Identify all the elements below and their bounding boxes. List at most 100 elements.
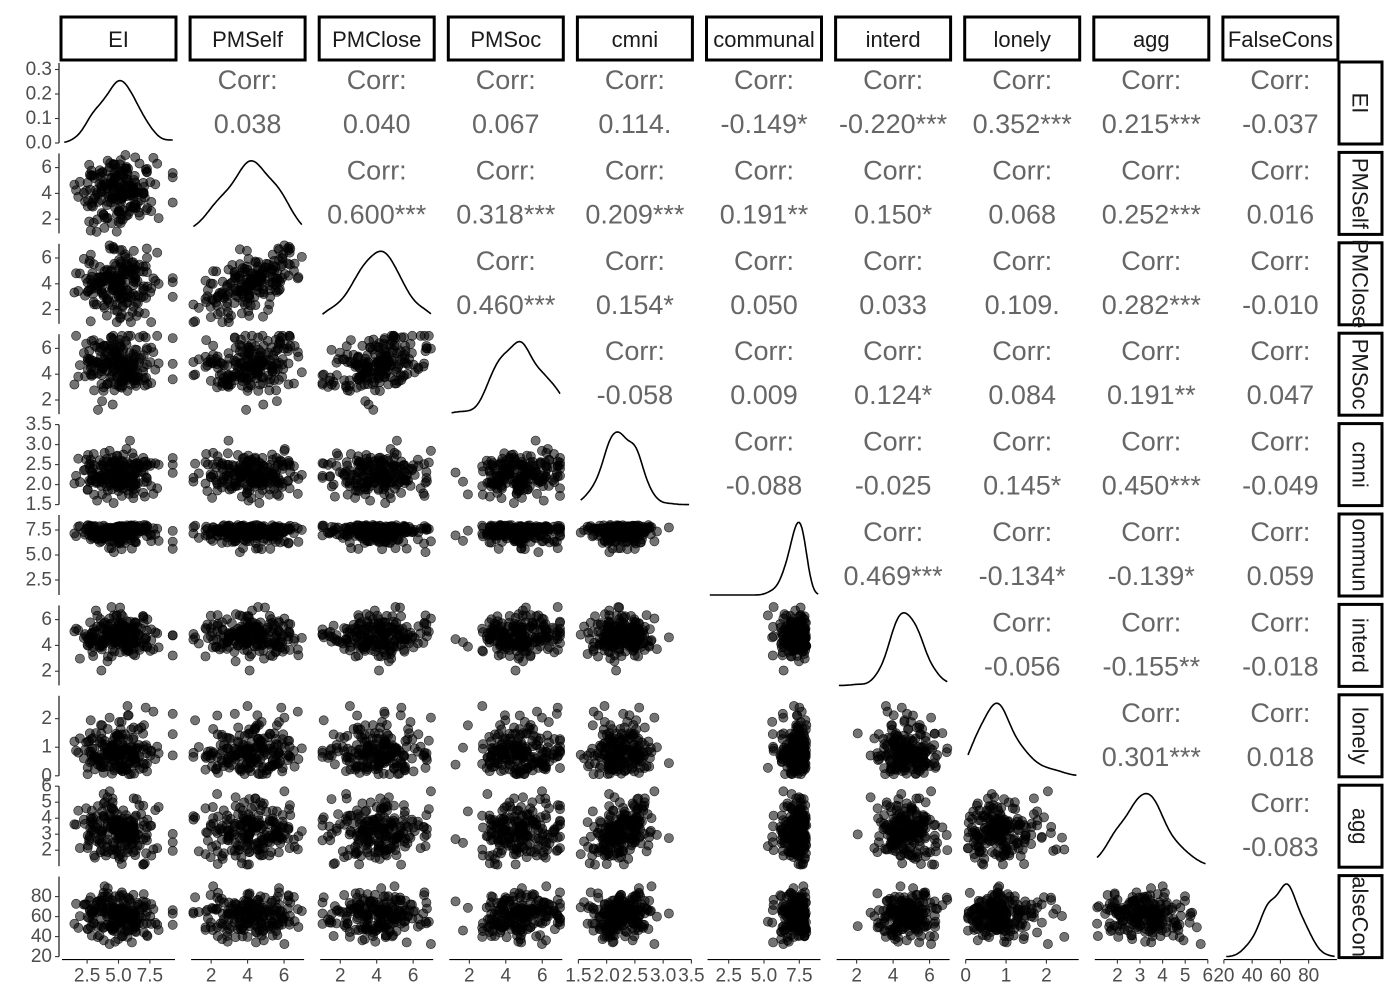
scatter-point [388,523,399,534]
scatter-point [788,639,799,649]
scatter-point [555,452,565,463]
scatter-point [257,763,268,773]
scatter-point [223,459,234,470]
scatter-point [128,722,139,733]
scatter-point [75,653,85,664]
scatter-point [193,302,204,313]
scatter-point [223,264,234,275]
scatter-point [362,374,373,385]
corr-value: 0.038 [214,109,282,139]
column-strip-label: PMSelf [212,27,284,52]
scatter-point [234,547,245,558]
scatter-point [292,706,303,717]
scatter-point [279,343,290,354]
corr-label: Corr: [476,65,536,95]
corr-value: 0.460*** [456,290,556,320]
panel-EI-PMSoc: Corr:0.067 [472,65,540,139]
scatter-point [256,544,267,555]
panel-PMClose-PMSelf [188,240,307,328]
scatter-point [243,348,254,358]
scatter-point [69,287,80,298]
panel-communal-interd: Corr:0.469*** [844,517,944,591]
scatter-point [202,619,213,630]
scatter-point [190,458,200,469]
scatter-point [373,474,384,484]
scatter-point [798,634,808,644]
scatter-point [458,476,468,487]
corr-label: Corr: [347,65,407,95]
scatter-point [420,547,431,558]
corr-value: -0.088 [726,471,803,501]
scatter-point [167,453,178,463]
scatter-point [128,276,139,287]
scatter-point [345,753,356,763]
scatter-point [328,479,339,490]
panel-EI-agg: Corr:0.215*** [1102,65,1202,139]
scatter-point [272,273,283,284]
column-strip-agg: agg [1092,15,1211,62]
column-strip-label: agg [1133,27,1170,52]
panel-PMSoc-PMClose [317,330,436,415]
corr-value: -0.220*** [839,109,948,139]
scatter-point [351,763,362,773]
scatter-point [97,167,108,177]
panel-cmni-PMClose [317,435,436,508]
scatter-point [544,642,555,653]
corr-label: Corr: [1121,517,1181,547]
row-strip-label: cmni [1348,441,1373,487]
scatter-point [113,287,124,298]
panel-lonely-PMClose [317,701,436,780]
corr-label: Corr: [992,336,1052,366]
panel-PMSelf-PMClose: Corr:0.600*** [327,155,427,229]
panel-EI-communal: Corr:-0.149* [720,65,808,139]
panel-interd-cmni [575,602,674,676]
scatter-point [406,465,417,476]
scatter-point [272,639,283,649]
scatter-point [128,471,138,482]
scatter-point [138,452,149,463]
scatter-point [786,627,796,638]
scatter-point [373,639,384,649]
scatter-point [217,537,227,548]
scatter-point [537,473,548,483]
scatter-point [120,367,131,378]
scatter-point [141,166,152,177]
scatter-point [167,273,178,283]
scatter-point [236,491,247,502]
row-strip-label: lonely [1348,707,1373,764]
corr-value: 0.469*** [844,561,944,591]
scatter-point [139,491,150,502]
scatter-point [292,488,303,499]
corr-label: Corr: [1121,155,1181,185]
scatter-point [273,522,284,533]
column-strip-falsecons: FalseCons [1221,15,1340,62]
column-strip-cmni: cmni [575,15,694,62]
scatter-point [522,450,532,461]
scatter-point [379,488,390,499]
scatter-point [768,602,779,612]
scatter-point [116,309,127,320]
scatter-point [138,728,148,739]
scatter-point [374,756,385,767]
scatter-point [357,471,368,482]
scatter-point [217,358,227,369]
panel-interd-agg: Corr:-0.155** [1103,607,1201,681]
corr-value: 0.191** [1107,380,1196,410]
scatter-point [116,465,127,475]
scatter-point [146,317,157,328]
scatter-point [537,613,547,624]
scatter-point [79,348,89,358]
scatter-point [331,460,342,471]
scatter-point [138,330,149,341]
scatter-point [242,611,252,622]
corr-label: Corr: [1121,607,1181,637]
scatter-point [373,529,384,539]
scatter-point [284,751,295,762]
scatter-point [167,650,178,661]
scatter-point [217,639,227,649]
scatter-point [167,374,178,385]
scatter-point [342,349,353,360]
scatter-point [212,729,223,740]
scatter-point [399,763,410,773]
scatter-point [89,385,100,396]
